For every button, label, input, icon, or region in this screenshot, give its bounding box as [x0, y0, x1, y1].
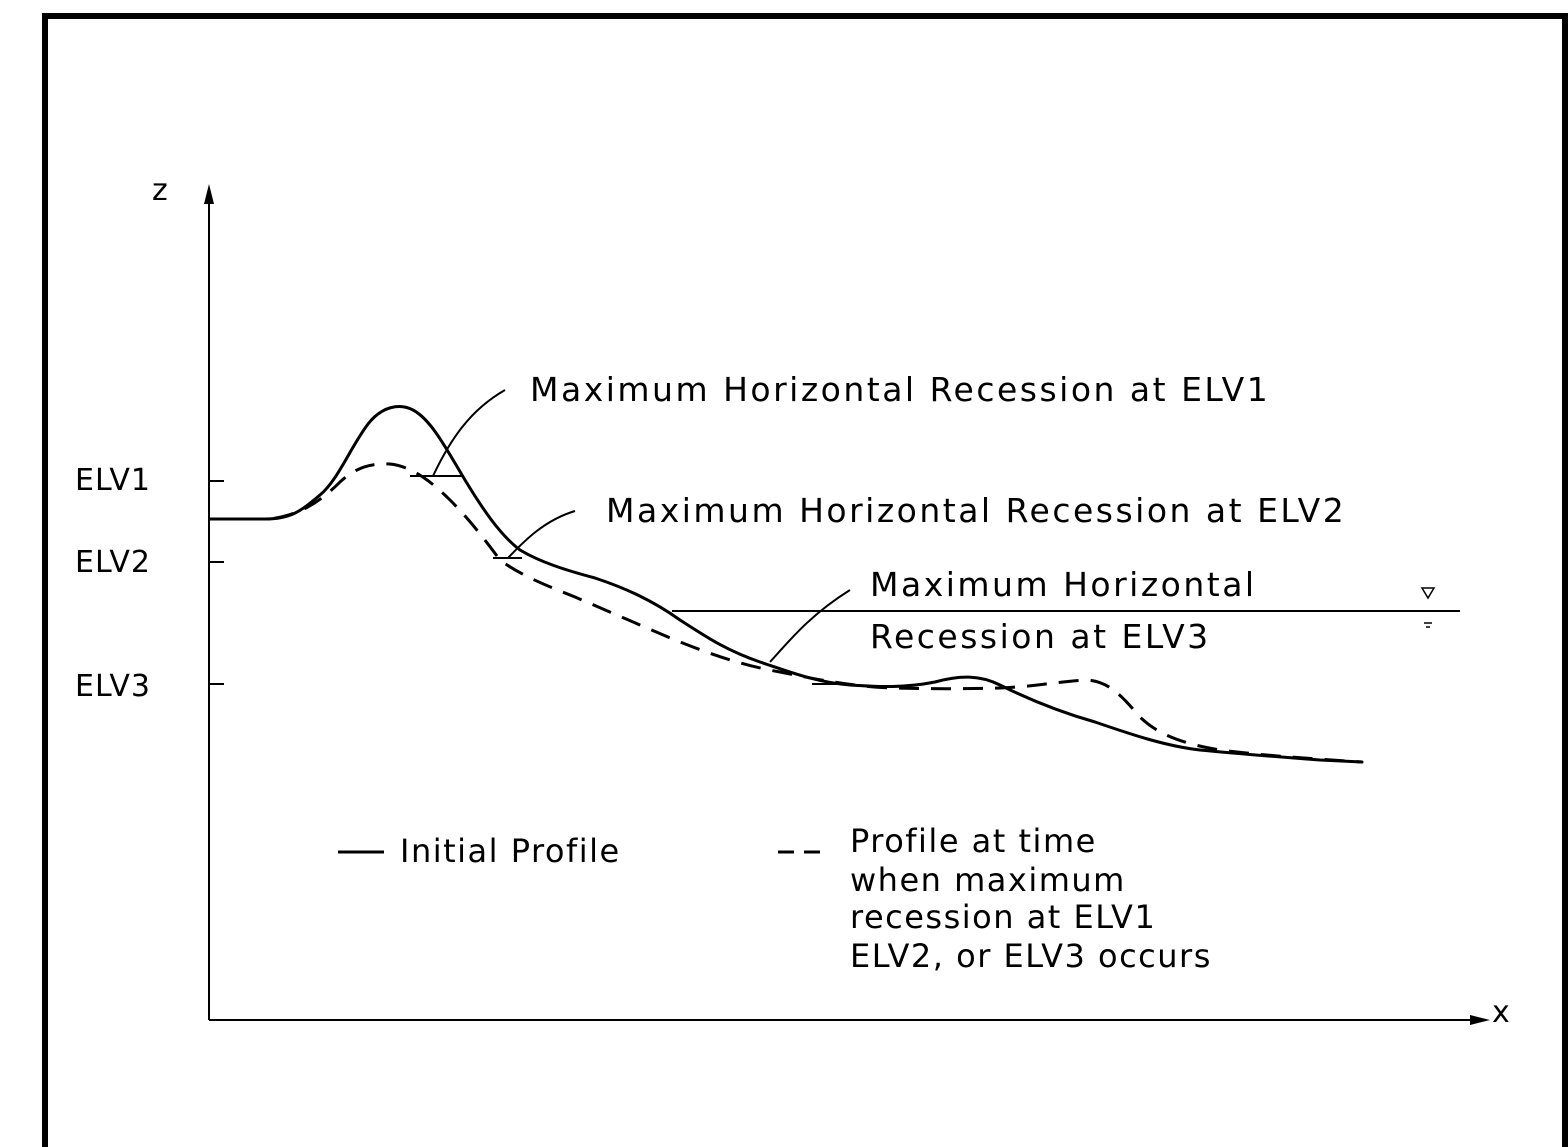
legend-recession-label-line-1: Profile at time: [850, 822, 1097, 860]
legend-recession-label-line-4: ELV2, or ELV3 occurs: [850, 937, 1212, 975]
elv2-label: ELV2: [75, 545, 151, 580]
legend-recession-label-line-3: recession at ELV1: [850, 898, 1156, 936]
recession-profile-curve: [210, 462, 1363, 764]
elv1-leader-line: [432, 389, 506, 477]
elv3-label: ELV3: [75, 669, 151, 704]
elv3-annotation-line-2: Recession at ELV3: [870, 617, 1211, 656]
elv1-label: ELV1: [75, 463, 151, 498]
figure-border: [42, 13, 1568, 1147]
water-level-symbol: [1420, 587, 1436, 600]
legend-recession-label-line-2: when maximum: [850, 861, 1126, 899]
elv1-annotation: Maximum Horizontal Recession at ELV1: [530, 370, 1270, 409]
z-axis-arrowhead: [204, 184, 214, 204]
initial-profile-curve: [208, 405, 1364, 764]
x-axis-arrowhead: [1470, 1015, 1490, 1025]
elv3-leader-line: [769, 589, 851, 663]
x-axis-label: x: [1492, 995, 1511, 1030]
elv2-annotation: Maximum Horizontal Recession at ELV2: [606, 491, 1346, 530]
z-axis-label: z: [152, 173, 169, 208]
elv2-leader-line: [507, 510, 576, 559]
legend-initial-profile-label: Initial Profile: [400, 832, 621, 870]
elv3-annotation-line-1: Maximum Horizontal: [870, 565, 1257, 604]
